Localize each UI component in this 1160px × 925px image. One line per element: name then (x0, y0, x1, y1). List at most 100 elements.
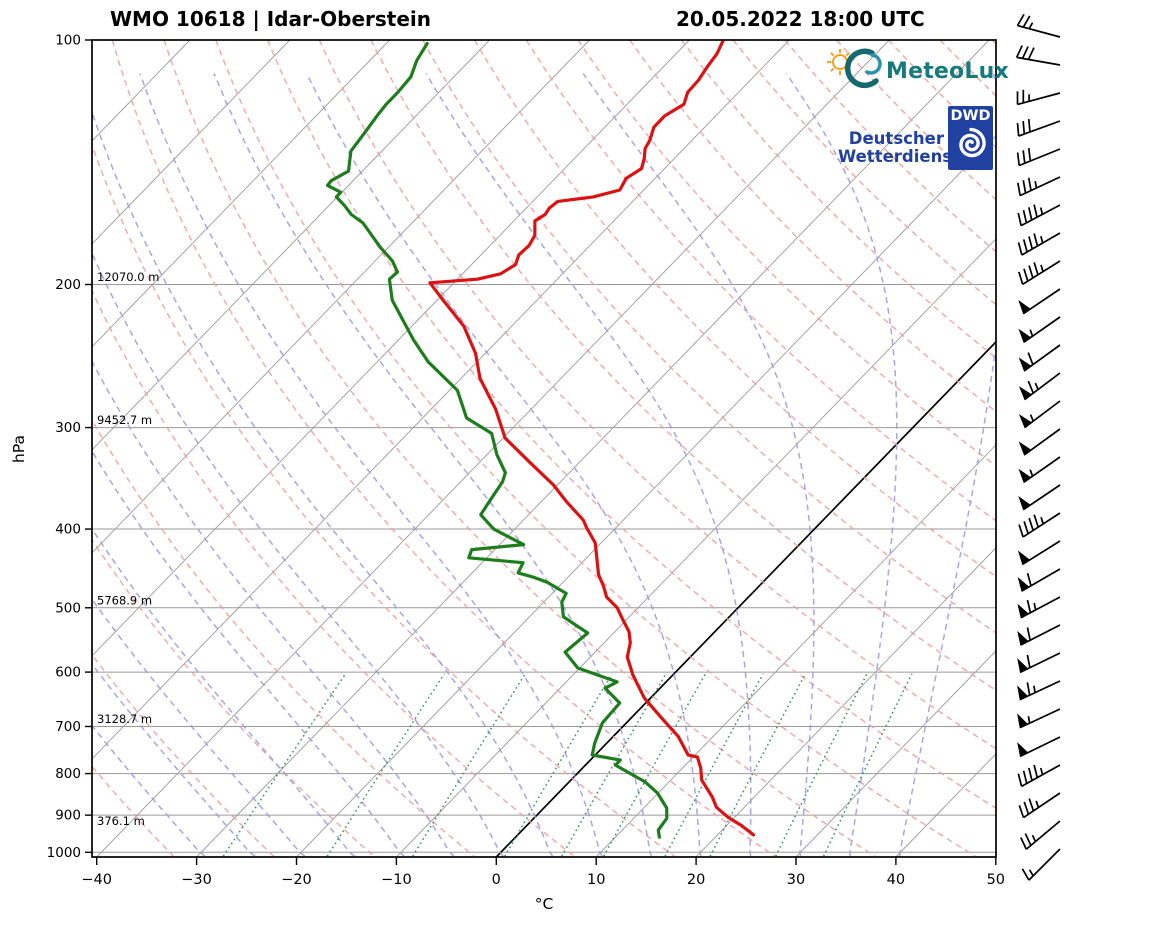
wind-barb (1017, 624, 1061, 646)
isotherm (92, 40, 790, 760)
pressure-tick-label: 800 (55, 766, 81, 782)
dwd-abbr-label: DWD (950, 108, 991, 124)
altitude-labels: 12070.0 m 9452.7 m 5768.9 m 3128.7 m 376.1 m (97, 270, 159, 828)
mixing-ratio-lines (222, 673, 913, 857)
pressure-tick-label: 500 (55, 600, 81, 616)
wind-barb (1017, 176, 1061, 197)
dwd-emblem: DWD (948, 106, 993, 170)
wind-barb (1018, 260, 1061, 286)
wind-barb (1017, 764, 1061, 788)
wind-barb (1018, 372, 1061, 401)
temp-tick-label: −40 (81, 872, 112, 888)
temp-tick-label: −20 (281, 872, 312, 888)
isotherm (595, 444, 996, 857)
temp-tick-label: −10 (381, 872, 412, 888)
x-axis-label: °C (535, 895, 554, 913)
meteolux-swoosh-outer (844, 48, 879, 89)
wind-barb (1017, 652, 1061, 674)
pressure-tick-label: 600 (55, 665, 81, 681)
wind-barb (1018, 400, 1061, 429)
temperature-axis: −40 −30 −20 −10 0 10 20 30 40 50 °C (81, 857, 1005, 913)
datetime-title: 20.05.2022 18:00 UTC (676, 7, 925, 31)
isotherm (92, 40, 590, 554)
dwd-word-line2: Wetterdienst (838, 147, 961, 166)
pressure-tick-label: 100 (55, 33, 81, 49)
isotherm (296, 135, 996, 857)
altitude-label: 5768.9 m (97, 593, 152, 607)
meteolux-sun-icon (827, 48, 882, 89)
plot-area (92, 40, 996, 857)
isotherm (92, 40, 690, 657)
isotherm (196, 40, 990, 857)
dry-adiabats (92, 40, 996, 857)
dewpoint-curve (326, 41, 669, 839)
wind-barb (1015, 45, 1061, 66)
altitude-label: 12070.0 m (97, 270, 159, 284)
wind-barb (1017, 568, 1061, 592)
meteolux-swoosh-inner (865, 53, 882, 75)
temp-tick-label: 30 (787, 872, 805, 888)
temp-tick-label: 50 (987, 872, 1005, 888)
dwd-logo: Deutscher Wetterdienst DWD (838, 106, 993, 170)
pressure-tick-label: 900 (55, 808, 81, 824)
zero-isotherm (495, 340, 996, 857)
pressure-tick-label: 400 (55, 522, 81, 538)
wind-barb (1017, 708, 1061, 729)
isotherm (92, 40, 191, 142)
temp-tick-label: −30 (181, 872, 212, 888)
wind-barb (1017, 540, 1061, 566)
wind-barb (1018, 456, 1061, 484)
wind-barb (1017, 232, 1061, 256)
pressure-axis: 100 200 300 400 500 600 700 800 900 1000 hPa (10, 33, 92, 861)
wind-barb (1018, 792, 1061, 819)
temp-tick-label: 20 (687, 872, 705, 888)
wind-barb (1017, 736, 1061, 758)
altitude-label: 3128.7 m (97, 712, 152, 726)
meteolux-wordmark: MeteoLux (886, 58, 1009, 84)
station-title: WMO 10618 | Idar-Oberstein (110, 7, 432, 31)
wind-barb (1021, 848, 1061, 881)
plot-border (91, 39, 997, 858)
isotherm (92, 40, 490, 451)
wind-barb (1018, 512, 1061, 538)
moist-adiabats (92, 73, 996, 857)
wind-barb (1016, 147, 1061, 167)
pressure-tick-label: 300 (55, 420, 81, 436)
temperature-curve (428, 40, 756, 837)
pressure-tick-label: 700 (55, 719, 81, 735)
wind-barb (1017, 680, 1061, 701)
isotherm (92, 40, 291, 245)
meteolux-logo: MeteoLux (826, 45, 1009, 97)
temp-tick-label: 40 (887, 872, 905, 888)
wind-barb (1020, 820, 1061, 850)
pressure-tick-label: 1000 (47, 845, 81, 861)
isotherm (96, 40, 890, 857)
temp-tick-label: 10 (587, 872, 605, 888)
wind-barb (1016, 13, 1061, 38)
dwd-spiral-icon (958, 127, 986, 158)
isotherm (995, 856, 996, 857)
wind-barbs (1015, 13, 1061, 881)
dwd-wordmark: Deutscher Wetterdienst (838, 129, 960, 166)
wind-barb (1018, 484, 1061, 511)
wind-barb (1016, 89, 1061, 106)
wind-barb (1018, 288, 1061, 315)
wind-barb (1018, 428, 1061, 456)
isotherm (92, 40, 391, 348)
temp-tick-label: 0 (492, 872, 501, 888)
altitude-label: 376.1 m (97, 814, 145, 828)
wind-barb (1017, 596, 1061, 619)
wind-barb (1016, 118, 1061, 137)
isotherm (795, 650, 996, 857)
isotherm (396, 238, 996, 857)
altitude-label: 9452.7 m (97, 413, 152, 427)
pressure-gridlines (92, 40, 996, 853)
y-axis-label: hPa (10, 435, 28, 463)
pressure-tick-label: 200 (55, 277, 81, 293)
isotherm (695, 547, 996, 857)
wind-barb (1017, 204, 1061, 227)
wind-barb (1018, 316, 1061, 344)
dwd-word-line1: Deutscher (848, 129, 944, 148)
